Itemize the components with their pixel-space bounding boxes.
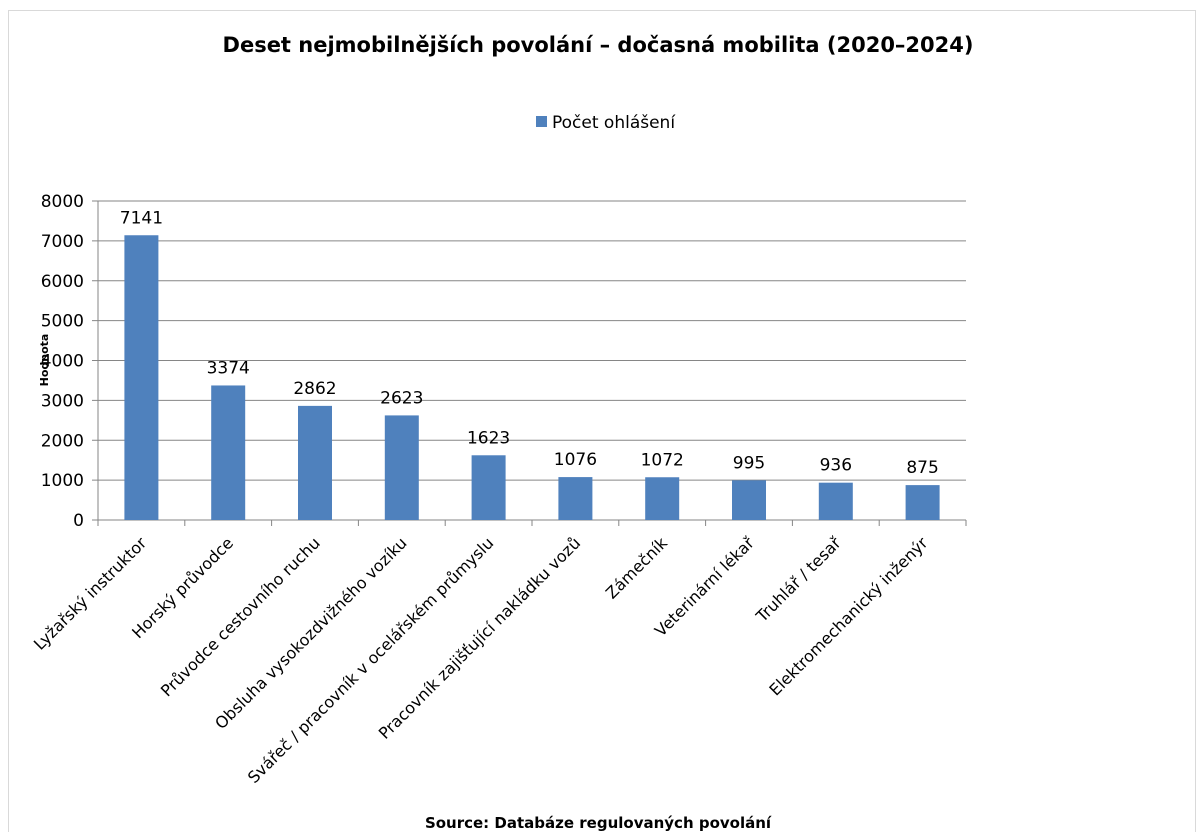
bar xyxy=(471,455,506,520)
chart-border xyxy=(8,10,1196,832)
source-note: Source: Databáze regulovaných povolání xyxy=(425,814,772,832)
data-label: 3374 xyxy=(207,358,250,378)
data-label: 2862 xyxy=(293,379,336,399)
chart-title: Deset nejmobilnějších povolání – dočasná… xyxy=(223,33,974,57)
data-label: 7141 xyxy=(120,208,163,228)
y-tick-label: 6000 xyxy=(41,272,84,292)
legend-swatch xyxy=(536,116,547,127)
data-label: 1623 xyxy=(467,428,510,448)
y-tick-label: 3000 xyxy=(41,391,84,411)
y-axis-label: Hodnota xyxy=(38,334,51,387)
y-tick-label: 7000 xyxy=(41,232,84,252)
data-label: 875 xyxy=(906,458,938,478)
y-tick-label: 4000 xyxy=(41,352,84,372)
bar xyxy=(818,482,853,520)
data-label: 995 xyxy=(733,453,765,473)
bar xyxy=(558,477,593,520)
bar xyxy=(732,480,766,520)
bar xyxy=(384,415,419,520)
data-label: 1072 xyxy=(641,450,684,470)
bar xyxy=(124,235,159,520)
y-tick-label: 8000 xyxy=(41,192,84,212)
data-label: 2623 xyxy=(380,388,423,408)
legend-label: Počet ohlášení xyxy=(552,113,676,133)
y-tick-label: 2000 xyxy=(41,431,84,451)
data-label: 936 xyxy=(820,456,852,476)
y-tick-label: 5000 xyxy=(41,312,84,332)
y-tick-label: 1000 xyxy=(41,471,84,491)
bar xyxy=(211,385,246,520)
y-tick-label: 0 xyxy=(73,511,84,531)
bar xyxy=(298,405,332,520)
bar xyxy=(645,477,680,520)
data-label: 1076 xyxy=(554,450,597,470)
bar xyxy=(905,485,940,520)
